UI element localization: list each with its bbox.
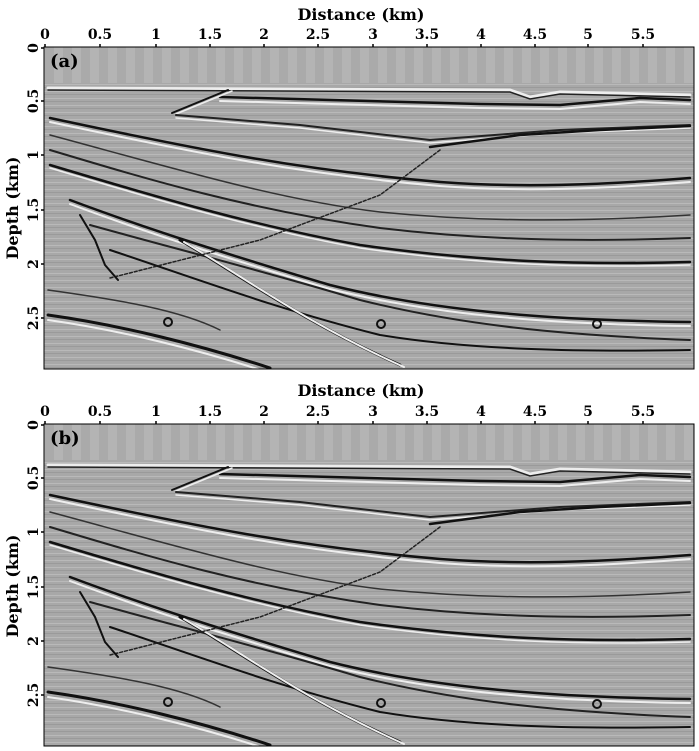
panel-a-y-tick-3: 1.5 — [26, 198, 42, 222]
panel-a-x-axis-label: Distance (km) — [298, 5, 425, 24]
panel-a-x-tick-3: 1.5 — [198, 27, 222, 43]
panel-a-x-tick-1: 0.5 — [88, 27, 112, 43]
panel-a-x-tick-10: 5 — [583, 27, 593, 43]
panel-b-x-tick-6: 3 — [368, 404, 378, 420]
panel-a-x-tick-labels: 0 0.5 1 1.5 2 2.5 3 3.5 4 4.5 5 5.5 — [40, 27, 655, 43]
panel-a: Distance (km) Depth (km) 0 0.5 1 1.5 2 2… — [3, 5, 695, 370]
panel-a-x-tick-7: 3.5 — [415, 27, 439, 43]
panel-b-label: (b) — [50, 428, 80, 449]
panel-b-y-axis-label: Depth (km) — [3, 535, 22, 638]
panel-a-x-tick-4: 2 — [259, 27, 269, 43]
panel-a-x-tick-2: 1 — [151, 27, 161, 43]
panel-a-y-tick-0: 0 — [26, 43, 42, 53]
panel-a-diffractors — [163, 317, 602, 329]
panel-b-diffractors — [163, 697, 602, 709]
panel-b-seismic-image — [44, 424, 694, 746]
panel-a-x-tick-8: 4 — [476, 27, 486, 43]
panel-b-y-tick-2: 1 — [26, 527, 42, 537]
panel-b-x-tick-10: 5 — [583, 404, 593, 420]
panel-b: Distance (km) Depth (km) 0 0.5 1 1.5 2 2… — [3, 381, 695, 747]
panel-a-x-tick-9: 4.5 — [523, 27, 547, 43]
panel-b-x-tick-9: 4.5 — [523, 404, 547, 420]
panel-b-y-tick-3: 1.5 — [26, 575, 42, 599]
panel-b-y-tick-labels: 0 0.5 1 1.5 2 2.5 — [26, 420, 42, 707]
panel-a-x-tick-0: 0 — [40, 27, 50, 43]
panel-b-x-tick-3: 1.5 — [198, 404, 222, 420]
panel-b-y-tick-0: 0 — [26, 420, 42, 430]
panel-a-y-tick-5: 2.5 — [26, 306, 42, 330]
panel-b-x-tick-2: 1 — [151, 404, 161, 420]
panel-a-x-tick-5: 2.5 — [306, 27, 330, 43]
panel-a-label: (a) — [50, 51, 79, 72]
panel-a-y-axis-label: Depth (km) — [3, 157, 22, 260]
panel-a-y-tick-4: 2 — [26, 259, 42, 269]
panel-b-y-tick-1: 0.5 — [26, 466, 42, 490]
panel-a-x-tick-6: 3 — [368, 27, 378, 43]
panel-a-y-tick-1: 0.5 — [26, 89, 42, 113]
panel-b-x-tick-8: 4 — [476, 404, 486, 420]
panel-b-x-tick-4: 2 — [259, 404, 269, 420]
panel-b-x-tick-5: 2.5 — [306, 404, 330, 420]
panel-a-seismic-image — [44, 47, 694, 369]
panel-a-y-tick-labels: 0 0.5 1 1.5 2 2.5 — [26, 43, 42, 330]
panel-a-x-tick-11: 5.5 — [631, 27, 655, 43]
panel-b-x-axis-label: Distance (km) — [298, 381, 425, 400]
panel-b-y-tick-5: 2.5 — [26, 683, 42, 707]
panel-b-x-tick-0: 0 — [40, 404, 50, 420]
panel-b-x-tick-1: 0.5 — [88, 404, 112, 420]
panel-b-x-tick-7: 3.5 — [415, 404, 439, 420]
panel-b-x-tick-11: 5.5 — [631, 404, 655, 420]
panel-b-y-tick-4: 2 — [26, 636, 42, 646]
panel-a-y-tick-2: 1 — [26, 150, 42, 160]
panel-b-x-tick-labels: 0 0.5 1 1.5 2 2.5 3 3.5 4 4.5 5 5.5 — [40, 404, 655, 420]
